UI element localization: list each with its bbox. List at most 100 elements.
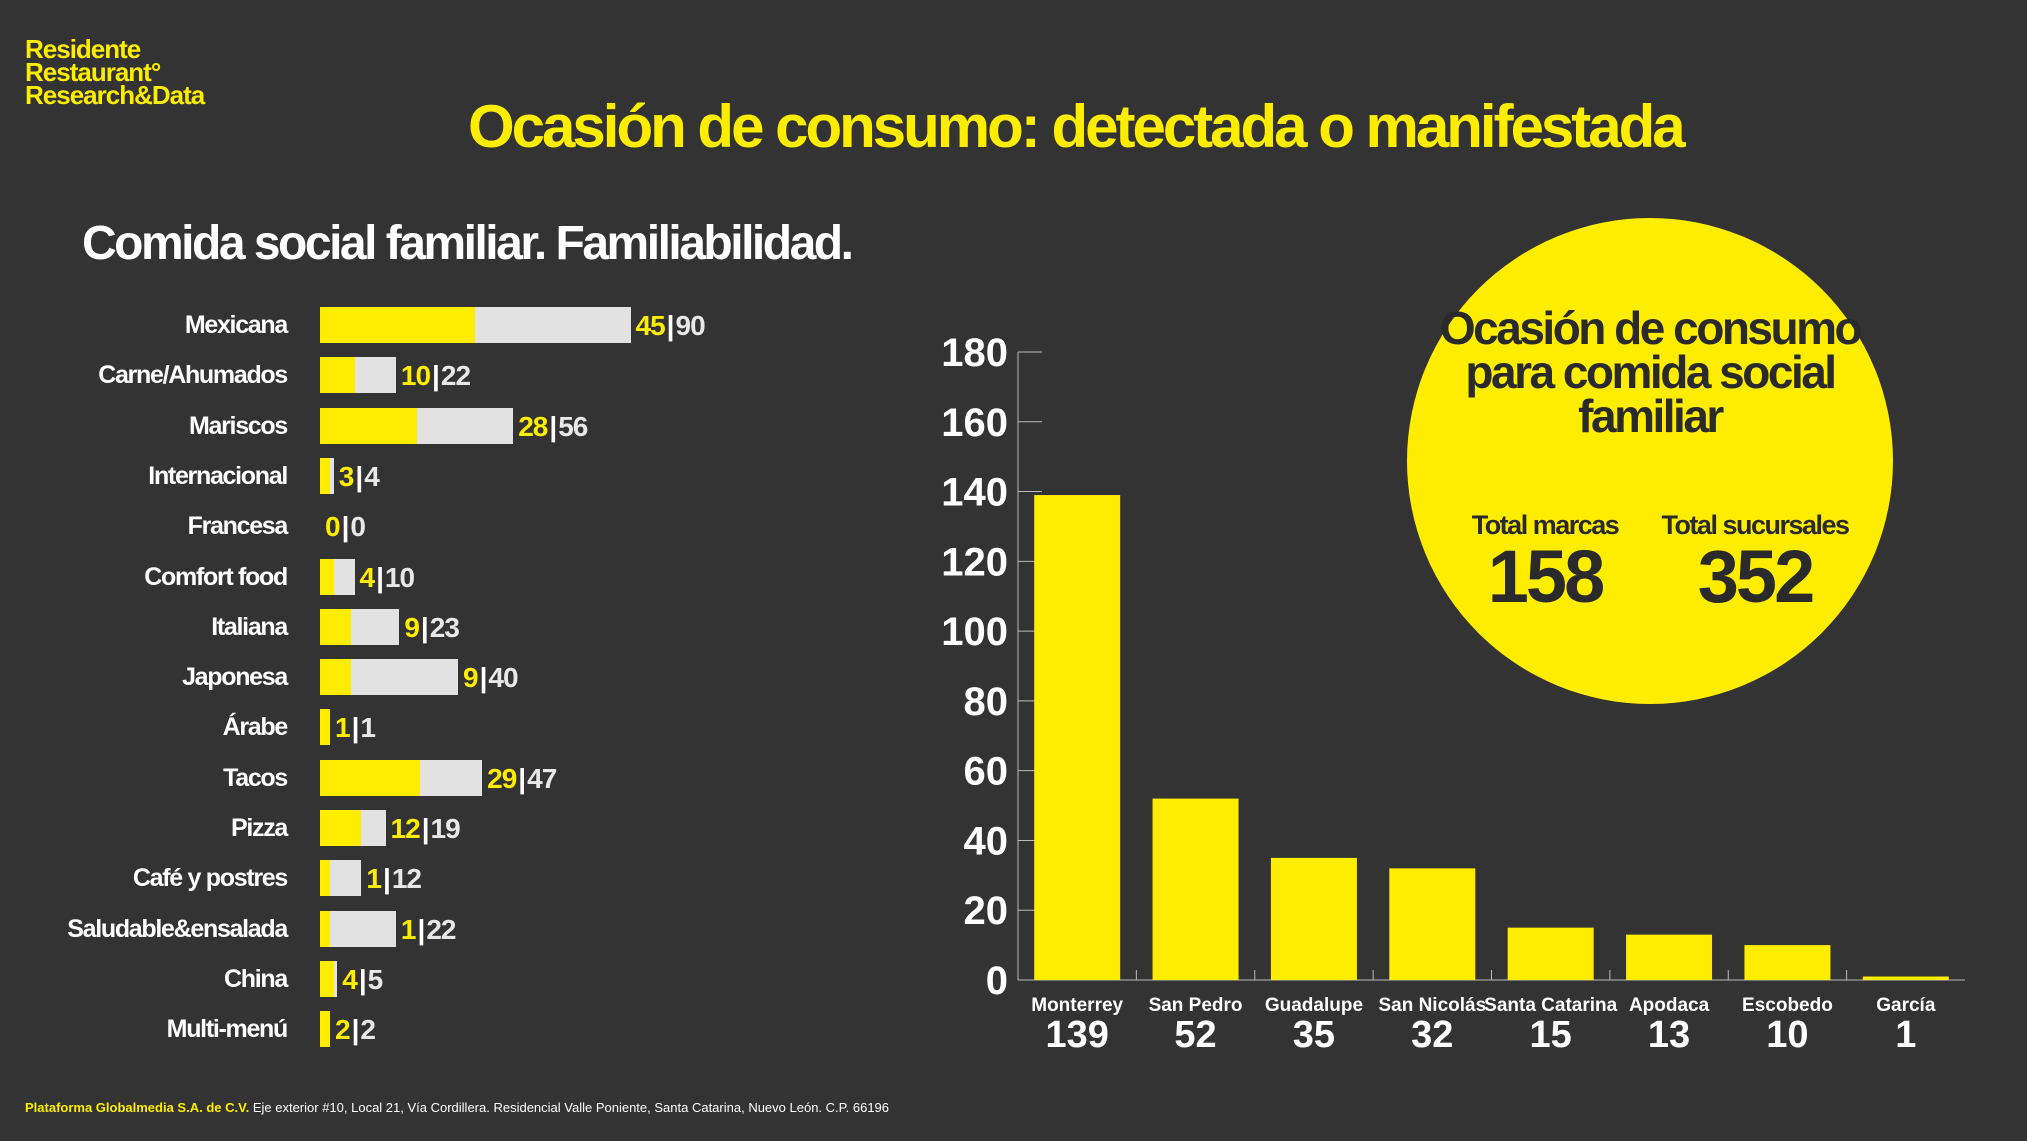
hbar-familiabilidad-value: 3 (338, 460, 355, 492)
hbar-category-label: Carne/Ahumados (98, 361, 288, 390)
vbar (1034, 495, 1121, 980)
logo-line: Restaurant° (25, 57, 161, 87)
hbar-separator: | (351, 1014, 360, 1046)
hbar-separator: | (666, 310, 675, 341)
hbar-row: Mexicana 45|90 (0, 305, 900, 345)
hbar-value-label: 45|90 (635, 310, 706, 342)
hbar-row: Francesa 0|0 (0, 506, 900, 546)
hbar-familiabilidad-bar (320, 759, 421, 796)
x-category-label: Monterrey (1031, 995, 1123, 1016)
hbar-separator: | (421, 813, 430, 844)
hbar-separator: | (479, 662, 488, 694)
hbar-value-label: 3|4 (338, 460, 380, 493)
hbar-category-label: Tacos (223, 763, 288, 792)
summary-circle: Ocasión de consumo para comida social fa… (1407, 218, 1893, 704)
hbar-value-label: 1|12 (366, 863, 422, 895)
x-category-label: Guadalupe (1265, 995, 1363, 1016)
total-marcas-value: 158 (1487, 535, 1605, 618)
hbar-category-label: Comfort food (144, 562, 288, 591)
hbar-total-value: 0 (350, 511, 366, 543)
total-sucursales-label: Total sucursales (1661, 510, 1850, 540)
hbar-value-label: 12|19 (391, 813, 461, 845)
hbar-row: Café y postres 1|12 (0, 858, 900, 898)
hbar-total-value: 23 (429, 611, 460, 643)
hbar-total-value: 19 (430, 813, 461, 844)
page-title: Ocasión de consumo: detectada o manifest… (468, 93, 1686, 160)
logo-line: Residente (25, 34, 141, 64)
hbar-familiabilidad-bar (320, 960, 334, 997)
hbar-value-label: 4|10 (359, 561, 416, 594)
y-tick-label: 80 (964, 680, 1009, 724)
logo-line: Research&Data (25, 80, 205, 110)
x-category-value: 1 (1895, 1014, 1916, 1056)
hbar-familiabilidad-value: 28 (518, 410, 548, 442)
hbar-familiabilidad-bar (320, 659, 352, 696)
hbar-familiabilidad-value: 45 (635, 310, 666, 341)
hbar-total-value: 2 (360, 1014, 376, 1046)
hbar-row: Italiana 9|23 (0, 607, 900, 647)
hbar-separator: | (355, 460, 363, 492)
hbar-total-value: 5 (367, 963, 384, 995)
hbar-separator: | (351, 712, 360, 744)
footer-address: Eje exterior #10, Local 21, Vía Cordille… (252, 1100, 890, 1115)
hbar-familiabilidad-bar (320, 457, 331, 494)
brand-logo: Residente Restaurant° Research&Data (25, 34, 205, 110)
y-tick-label: 20 (964, 889, 1009, 933)
vbar (1744, 945, 1831, 980)
hbar-separator: | (358, 963, 367, 995)
hbar-value-label: 28|56 (518, 410, 588, 443)
hbar-row: Tacos 29|47 (0, 758, 900, 798)
y-tick-label: 160 (941, 401, 1008, 445)
hbar-familiabilidad-bar (320, 910, 330, 947)
vbar (1270, 857, 1357, 980)
hbar-familiabilidad-value: 9 (463, 662, 479, 694)
hbar-category-label: Pizza (230, 814, 288, 842)
hbar-category-label: Árabe (222, 713, 289, 742)
hbar-category-label: Mariscos (189, 411, 288, 440)
y-tick-label: 0 (986, 959, 1008, 1003)
hbar-category-label: Mexicana (184, 311, 288, 339)
y-tick-label: 100 (941, 610, 1008, 654)
hbar-familiabilidad-value: 4 (359, 561, 376, 593)
y-tick-label: 140 (941, 471, 1008, 515)
hbar-familiabilidad-value: 1 (400, 913, 417, 945)
x-category-label: García (1876, 995, 1936, 1016)
hbar-familiabilidad-value: 1 (366, 863, 382, 895)
hbar-separator: | (518, 762, 526, 794)
hbar-familiabilidad-bar (320, 608, 352, 645)
hbar-familiabilidad-bar (320, 810, 362, 846)
hbar-value-label: 9|40 (463, 662, 519, 694)
hbar-familiabilidad-value: 29 (487, 762, 517, 794)
hbar-value-label: 1|22 (400, 913, 457, 946)
hbar-familiabilidad-value: 9 (404, 611, 420, 643)
x-category-value: 52 (1174, 1014, 1216, 1056)
hbar-category-label: Multi-menú (166, 1015, 289, 1044)
hbar-value-label: 0|0 (325, 511, 366, 543)
hbar-category-label: Café y postres (132, 864, 288, 893)
hbar-category-label: Italiana (211, 612, 288, 641)
hbar-total-value: 1 (360, 712, 376, 744)
hbar-row: China 4|5 (0, 959, 900, 999)
hbar-value-label: 10|22 (400, 360, 471, 392)
x-category-value: 13 (1648, 1014, 1690, 1056)
hbar-row: Carne/Ahumados 10|22 (0, 355, 900, 395)
hbar-row: Pizza 12|19 (0, 808, 900, 848)
chart-subtitle: Comida social familiar. Familiabilidad. (82, 217, 854, 270)
hbar-total-value: 90 (675, 310, 706, 341)
total-sucursales-value: 352 (1697, 535, 1815, 618)
hbar-familiabilidad-bar (320, 357, 355, 394)
hbar-separator: | (417, 913, 425, 945)
hbar-familiabilidad-bar (320, 407, 417, 444)
x-category-label: Escobedo (1742, 995, 1833, 1016)
total-marcas-stat: Total marcas 158 (1435, 510, 1655, 618)
hbar-row: Mariscos 28|56 (0, 406, 900, 446)
x-category-value: 35 (1293, 1014, 1335, 1056)
hbar-total-value: 10 (384, 561, 415, 593)
y-tick-label: 60 (964, 750, 1009, 794)
hbar-total-bar (320, 910, 396, 947)
hbar-value-label: 9|23 (404, 611, 460, 644)
x-category-value: 15 (1530, 1014, 1572, 1056)
hbar-row: Internacional 3|4 (0, 456, 900, 496)
hbar-familiabilidad-value: 10 (400, 360, 431, 392)
